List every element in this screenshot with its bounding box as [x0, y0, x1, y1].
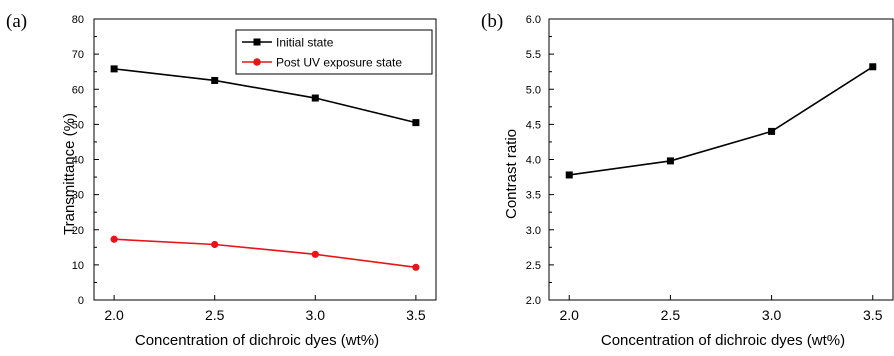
- panel-a-series-0-point: [412, 119, 420, 127]
- panel-b-series-0-line: [569, 66, 874, 176]
- panel-a-plot: 2.0 2.5 3.0 3.5 0 10 20 30 40 50 60 70 80: [72, 14, 437, 323]
- panel-a-x-tick-label: 2.5: [205, 307, 225, 323]
- panel-a-series-0-point: [110, 65, 118, 73]
- panel-a-y-tick-label: 40: [72, 155, 84, 167]
- panel-a-series-1-line: [114, 238, 416, 269]
- panel-a-y-axis-label: Transmittance (%): [61, 113, 78, 235]
- legend-label-initial-state: Initial state: [276, 36, 334, 50]
- panel-b-y-tick-label: 6.0: [526, 14, 541, 26]
- panel-a-y-tick-label: 70: [72, 49, 84, 61]
- panel-b-x-tick-label: 3.5: [863, 307, 883, 323]
- panel-b-x-tick-label: 2.5: [661, 307, 681, 323]
- panel-a-y-tick-label: 0: [78, 295, 84, 307]
- panel-b-plot: 2.0 2.5 3.0 3.5 2.0 2.5 3.0 3.5 4.0 4.5 5.0 5.5 6.0: [526, 14, 894, 323]
- panel-a-series-1-point: [412, 263, 420, 271]
- panel-b-y-tick-label: 4.5: [526, 119, 541, 131]
- panel-b-y-tick-label: 4.0: [526, 155, 541, 167]
- panel-b-y-tick-label: 5.0: [526, 84, 541, 96]
- panel-a-series-1-point: [110, 235, 118, 243]
- panel-b-y-tick-label: 5.5: [526, 49, 541, 61]
- panel-a-series-1-point: [211, 240, 219, 249]
- panel-b-series-0-point: [666, 157, 674, 165]
- legend-marker-initial-state: [253, 38, 261, 46]
- panel-a-y-tick-label: 10: [72, 260, 84, 272]
- panel-a-series-0-point: [211, 76, 219, 84]
- panel-a-x-tick-label: 3.0: [306, 307, 326, 323]
- panel-b-x-axis-label: Concentration of dichroic dyes (wt%): [601, 332, 845, 349]
- panel-b-y-tick-label: 2.0: [526, 295, 541, 307]
- panel-a-y-tick-label: 60: [72, 84, 84, 96]
- panel-b-series-0-point: [565, 171, 573, 179]
- panel-a-x-tick-label: 2.0: [104, 307, 124, 323]
- panel-b-y-tick-label: 3.5: [526, 190, 541, 202]
- panel-b-y-axis-label: Contrast ratio: [503, 129, 520, 219]
- panel-a-series-0-point: [311, 94, 319, 102]
- panel-b-axes-frame: [548, 18, 894, 301]
- panel-a-y-tick-label: 80: [72, 14, 84, 26]
- panel-b-y-tick-label: 3.0: [526, 225, 541, 237]
- legend-marker-post-uv-state: [253, 58, 261, 66]
- panel-a-series-0-line: [114, 68, 417, 124]
- panel-b-series-0-point: [869, 63, 877, 71]
- panel-a-y-tick-label: 50: [72, 119, 84, 131]
- panel-b-series-0-point: [768, 127, 776, 135]
- panel-b-x-tick-label: 2.0: [560, 307, 580, 323]
- panel-a-label: (a): [6, 11, 27, 32]
- panel-a-series-1-point: [311, 250, 319, 258]
- legend-label-post-uv-state: Post UV exposure state: [276, 56, 402, 70]
- panel-a-x-axis-label: Concentration of dichroic dyes (wt%): [135, 332, 379, 349]
- panel-a-legend-box: [235, 29, 433, 75]
- panel-b-label: (b): [481, 11, 503, 32]
- panel-a: (a) 2.0 2.5 3.0 3.5 0 10 20 30 40 50 60 70 80 Concen…: [6, 11, 437, 349]
- panel-a-x-tick-label: 3.5: [406, 307, 426, 323]
- panel-b-y-tick-label: 2.5: [526, 260, 541, 272]
- panel-a-y-tick-label: 20: [72, 225, 84, 237]
- panel-a-legend: Initial state Post UV exposure state: [235, 29, 433, 75]
- panel-a-y-tick-label: 30: [72, 190, 84, 202]
- panel-b: (b) 2.0 2.5 3.0 3.5 2.0 2.5 3.0 3.5 4.0 4.5 5.0 5.5…: [481, 11, 894, 349]
- panel-b-x-tick-label: 3.0: [762, 307, 782, 323]
